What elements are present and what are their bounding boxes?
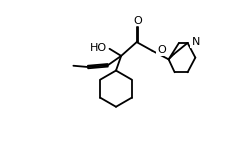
Text: O: O [133, 16, 141, 26]
Text: HO: HO [89, 43, 106, 53]
Text: O: O [156, 45, 165, 55]
Text: N: N [191, 37, 199, 47]
